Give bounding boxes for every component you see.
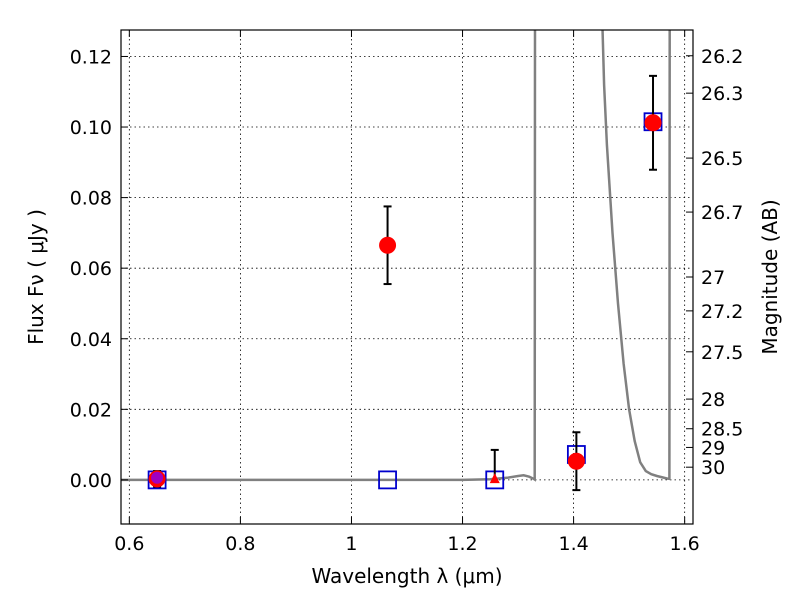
- y-tick-label: 0.02: [70, 399, 112, 421]
- measured-flux-point: [644, 114, 662, 132]
- measured-flux-point: [567, 452, 585, 470]
- magnitude-tick-label: 29: [701, 437, 725, 459]
- filter-point: [151, 471, 164, 484]
- y-tick-label: 0.06: [70, 258, 112, 280]
- model-curve-layer: [121, 30, 671, 482]
- x-tick-label: 1.2: [447, 533, 477, 555]
- magnitude-tick-label: 30: [701, 457, 725, 479]
- x-tick-label: 0.6: [114, 533, 144, 555]
- model-point: [378, 470, 397, 490]
- axis-ticks: [121, 30, 693, 524]
- x-axis-label: Wavelength λ (μm): [311, 564, 502, 588]
- y-tick-label: 0.08: [70, 188, 112, 210]
- magnitude-tick-label: 26.5: [701, 148, 743, 170]
- y-axis-label: Flux Fν ( μJy ): [24, 209, 48, 345]
- x-tick-label: 1.6: [670, 533, 700, 555]
- tick-labels: 0.6 0.8 1 1.2 1.4 1.6 0.00 0.02 0.04 0.06 0.08 0.10…: [70, 46, 744, 555]
- upper-limit-marker: [489, 473, 500, 484]
- magnitude-tick-label: 27.5: [701, 342, 743, 364]
- x-tick-label: 0.8: [225, 533, 255, 555]
- magnitude-tick-label: 28: [701, 389, 725, 411]
- y-tick-label: 0.10: [70, 117, 112, 139]
- model-spectrum-line: [121, 30, 671, 482]
- y2-axis-label: Magnitude (AB): [758, 199, 782, 354]
- magnitude-tick-label: 27.2: [701, 301, 743, 323]
- magnitude-tick-label: 28.5: [701, 419, 743, 441]
- data-markers-layer: [147, 74, 663, 492]
- y-tick-label: 0.12: [70, 46, 112, 68]
- measured-flux-point: [379, 236, 397, 254]
- y-tick-label: 0.00: [70, 470, 112, 492]
- y-tick-label: 0.04: [70, 329, 112, 351]
- magnitude-tick-label: 26.7: [701, 202, 743, 224]
- magnitude-tick-label: 26.2: [701, 46, 743, 68]
- magnitude-tick-label: 27: [701, 267, 725, 289]
- x-tick-label: 1.4: [558, 533, 588, 555]
- magnitude-tick-label: 26.3: [701, 83, 743, 105]
- x-tick-label: 1: [345, 533, 357, 555]
